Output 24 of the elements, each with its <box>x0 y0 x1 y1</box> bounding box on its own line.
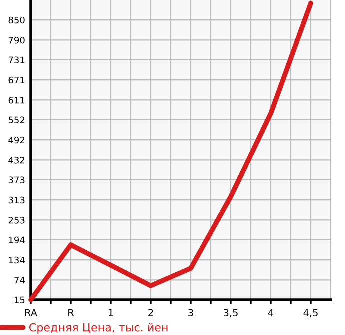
y-tick-label: 253 <box>8 216 25 224</box>
x-tick-label: R <box>68 309 74 316</box>
y-tick-label: 74 <box>14 277 25 284</box>
y-tick-label: 611 <box>8 96 25 104</box>
y-tick-label: 194 <box>9 236 25 244</box>
y-tick-label: 731 <box>8 56 25 64</box>
y-tick-label: 671 <box>8 76 25 84</box>
y-tick-label: 492 <box>8 136 25 144</box>
x-tick-label: 3,5 <box>224 309 238 318</box>
x-tick-label: 2 <box>148 309 154 316</box>
y-tick-label: 373 <box>8 176 25 184</box>
y-tick-label: 552 <box>8 116 25 124</box>
y-tick-label: 850 <box>8 16 25 24</box>
legend-label: Средняя Цена, тыс. йен <box>30 323 168 334</box>
x-tick-label: 1 <box>108 309 114 316</box>
y-tick-label: 134 <box>9 256 25 264</box>
x-tick-label: RA <box>25 309 38 316</box>
y-tick-label: 15 <box>14 296 25 304</box>
x-tick-label: 4 <box>268 309 274 316</box>
x-tick-label: 3 <box>188 309 194 317</box>
y-tick-label: 432 <box>8 156 25 164</box>
y-tick-label: 790 <box>8 36 25 44</box>
y-tick-label: 313 <box>8 196 25 204</box>
x-tick-label: 4,5 <box>304 309 318 318</box>
